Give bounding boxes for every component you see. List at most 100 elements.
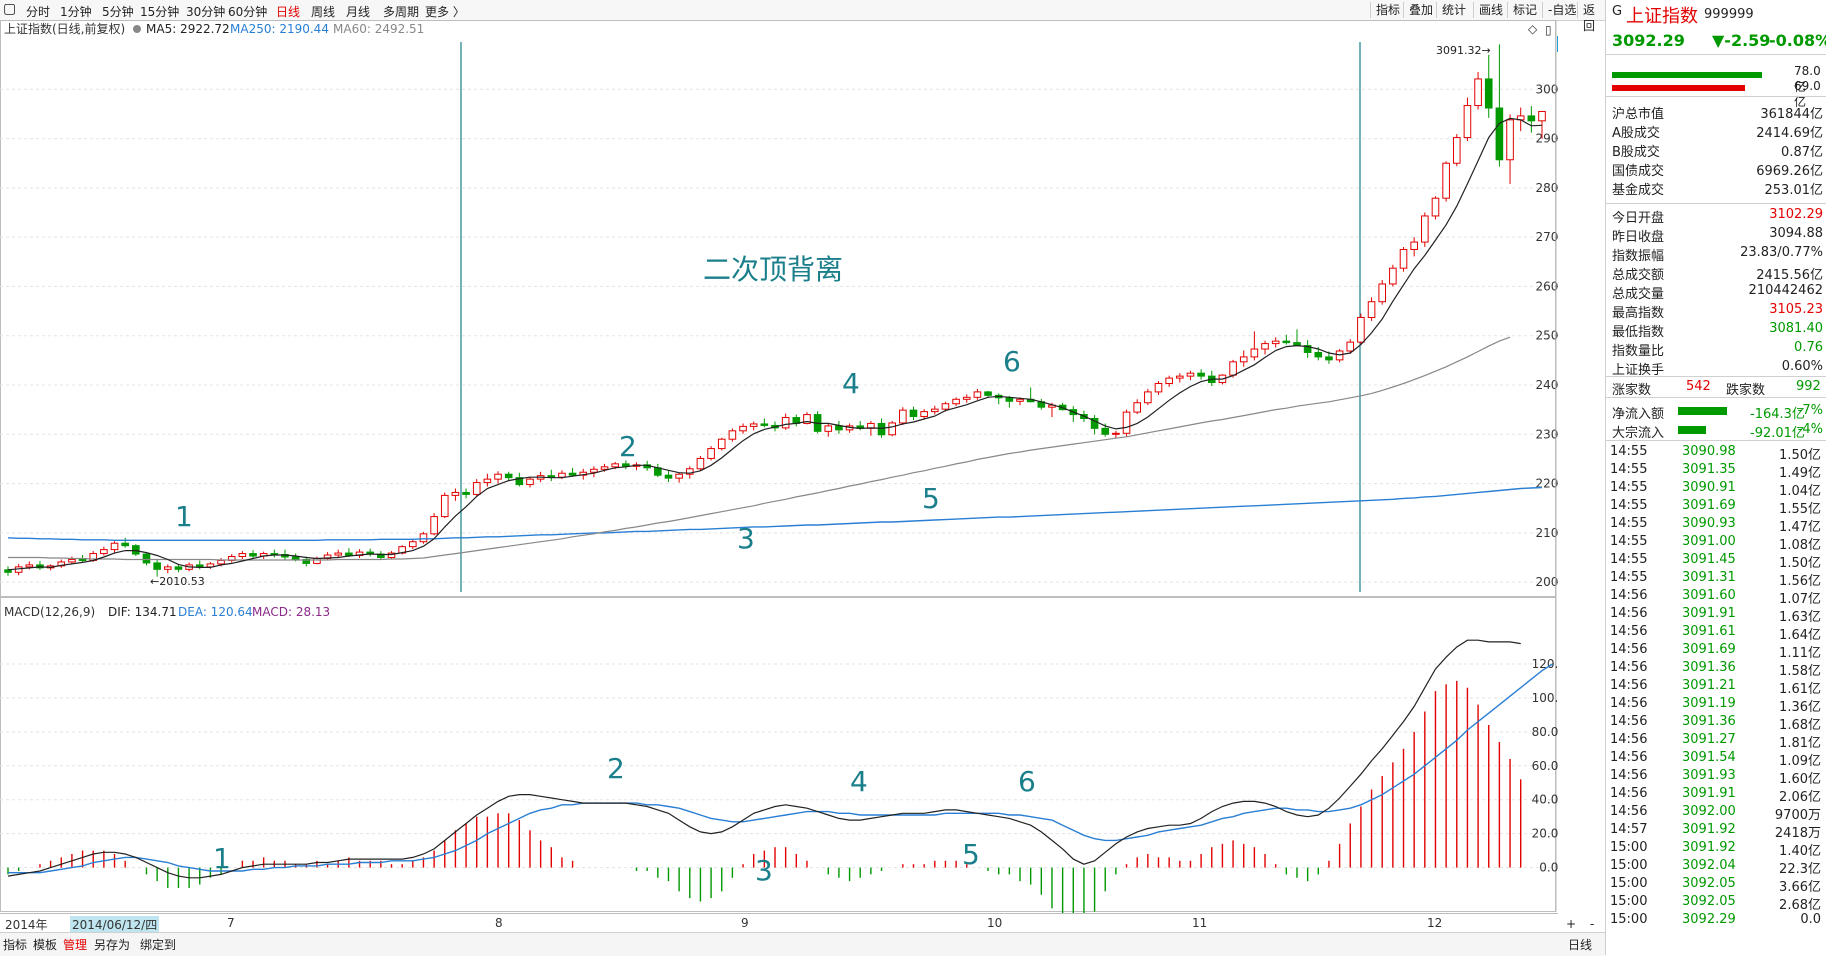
stat-label: 指数振幅 — [1612, 249, 1665, 264]
period-label[interactable]: 日线 — [1568, 938, 1593, 952]
period-tab-1[interactable]: 1分钟 — [60, 5, 92, 19]
tick-time: 14:55 — [1610, 480, 1648, 495]
chart-title: 上证指数(日线,前复权) — [4, 21, 125, 36]
tick-row: 14:55 3090.98 1.50亿 — [1610, 444, 1823, 463]
tick-time: 15:00 — [1610, 858, 1648, 873]
tick-row: 14:56 3091.27 1.81亿 — [1610, 732, 1823, 751]
tick-volume: 1.04亿 — [1779, 484, 1821, 499]
toolbar-button-1[interactable]: 叠加 — [1403, 2, 1433, 18]
candle-body — [195, 564, 204, 568]
stat-value: 0.76 — [1794, 340, 1823, 355]
period-tab-10[interactable]: 更多 〉 — [425, 5, 465, 19]
period-tab-9[interactable]: 多周期 — [383, 5, 420, 19]
tick-price: 3092.05 — [1682, 876, 1736, 891]
divider — [1606, 96, 1826, 97]
candle-body — [1016, 398, 1024, 402]
stat-label: 总成交量 — [1612, 287, 1665, 302]
candle-body — [440, 494, 449, 518]
diamond-icon[interactable]: ◇ — [1528, 22, 1538, 36]
tick-row: 14:56 3091.61 1.64亿 — [1610, 624, 1823, 643]
tick-time: 14:56 — [1610, 606, 1648, 621]
date-label: 7 — [227, 916, 235, 930]
tick-volume: 1.07亿 — [1779, 592, 1821, 607]
date-label: 10 — [987, 916, 1003, 930]
macd-wave-label-3: 3 — [755, 854, 773, 887]
candle-body — [291, 556, 300, 560]
period-tab-2[interactable]: 5分钟 — [102, 5, 134, 19]
candle-body — [419, 533, 428, 543]
flow-bar — [1678, 407, 1727, 415]
toolbar-button-2[interactable]: 统计 — [1436, 2, 1466, 18]
tick-time: 15:00 — [1610, 894, 1648, 909]
y-tick-label: 2900 — [1535, 132, 1558, 146]
tick-price: 3091.91 — [1682, 606, 1736, 621]
stat-label: 最低指数 — [1612, 325, 1665, 340]
candle-body — [1239, 356, 1248, 363]
candle-body — [1506, 119, 1514, 161]
tick-volume: 2418万 — [1774, 826, 1821, 841]
date-label: 11 — [1192, 916, 1208, 930]
flow-row: 净流入额 -164.3亿 -7% — [1612, 402, 1823, 422]
bottom-tab-4[interactable]: 绑定到 — [140, 938, 177, 952]
tick-price: 3091.31 — [1682, 570, 1736, 585]
toolbar-button-4[interactable]: 标记 — [1507, 2, 1537, 18]
candle-body — [345, 552, 353, 557]
high-price-label: 3091.32→ — [1436, 44, 1491, 57]
period-toolbar: ▢ 分时 1分钟 5分钟 15分钟 30分钟 60分钟 日线 周线 月线 多周期 更多 〉 指标 叠加… — [0, 0, 1605, 33]
candle-body — [888, 422, 896, 436]
stat-row: A股成交 2414.69亿 — [1612, 121, 1823, 141]
candle-body — [1197, 372, 1205, 377]
tick-volume: 1.56亿 — [1779, 574, 1821, 589]
macd-readout: MACD: 28.13 — [252, 605, 330, 619]
y-tick-label: 2100 — [1535, 526, 1558, 540]
toolbar-window-icon[interactable]: ▢ — [3, 1, 17, 17]
tick-price: 3091.36 — [1682, 714, 1736, 729]
y-tick-label: 2600 — [1535, 279, 1558, 293]
tick-time: 14:55 — [1610, 516, 1648, 531]
toolbar-button-0[interactable]: 指标 — [1370, 2, 1400, 18]
quote-change: ▼-2.59 — [1712, 31, 1771, 50]
flow-label: 净流入额 — [1612, 407, 1665, 422]
stat-row: 昨日收盘 3094.88 — [1612, 225, 1823, 245]
stat-row: 今日开盘 3102.29 — [1612, 206, 1823, 226]
bottom-bar: 指标 模板 管理 另存为 绑定到 日线 + - — [0, 917, 1605, 956]
candle-body — [1389, 267, 1397, 285]
period-tab-0[interactable]: 分时 — [26, 5, 51, 19]
period-tab-6[interactable]: 日线 — [276, 5, 301, 19]
toolbar-button-5[interactable]: -自选 — [1542, 2, 1576, 18]
price-wave-label-3: 3 — [737, 522, 755, 555]
period-tab-8[interactable]: 月线 — [346, 5, 371, 19]
zoom-in-button[interactable]: + — [1566, 917, 1577, 931]
bottom-tab-2[interactable]: 管理 — [63, 938, 88, 952]
toolbar-button-6[interactable]: 返回 — [1577, 2, 1605, 33]
sell-bar — [1612, 85, 1745, 91]
stat-row: 沪总市值 361844亿 — [1612, 102, 1823, 122]
period-tab-4[interactable]: 30分钟 — [186, 5, 226, 19]
bottom-tab-3[interactable]: 另存为 — [94, 938, 131, 952]
date-label: 8 — [495, 916, 503, 930]
toolbar-button-3[interactable]: 画线 — [1473, 2, 1503, 18]
square-icon[interactable]: ▯ — [1545, 23, 1552, 37]
stat-value: 361844亿 — [1760, 107, 1823, 122]
bottom-tab-0[interactable]: 指标 — [3, 938, 28, 952]
candle-body — [973, 391, 982, 398]
bottom-tab-1[interactable]: 模板 — [33, 938, 58, 952]
zoom-out-button[interactable]: - — [1590, 917, 1595, 931]
flow-label: 大宗流入 — [1612, 426, 1665, 441]
stat-value: 6969.26亿 — [1756, 164, 1823, 179]
period-tab-7[interactable]: 周线 — [311, 5, 336, 19]
tick-row: 14:55 3091.35 1.49亿 — [1610, 462, 1823, 481]
tick-time: 14:56 — [1610, 786, 1648, 801]
tick-time: 14:57 — [1610, 822, 1648, 837]
price-wave-label-1: 1 — [175, 500, 193, 533]
period-tab-5[interactable]: 60分钟 — [228, 5, 268, 19]
tick-price: 3091.35 — [1682, 462, 1736, 477]
settings-dot-icon[interactable] — [133, 25, 141, 33]
quote-code-mark: G — [1612, 4, 1623, 19]
macd-tick-label: 60.00 — [1532, 759, 1558, 773]
period-tab-3[interactable]: 15分钟 — [140, 5, 180, 19]
kline-chart[interactable]: 2000 2100 2200 2300 2400 2500 2600 2700 2800 2900… — [0, 20, 1558, 913]
tick-price: 3091.61 — [1682, 624, 1736, 639]
stat-value: 3102.29 — [1769, 207, 1823, 222]
stat-value: 253.01亿 — [1764, 183, 1824, 198]
